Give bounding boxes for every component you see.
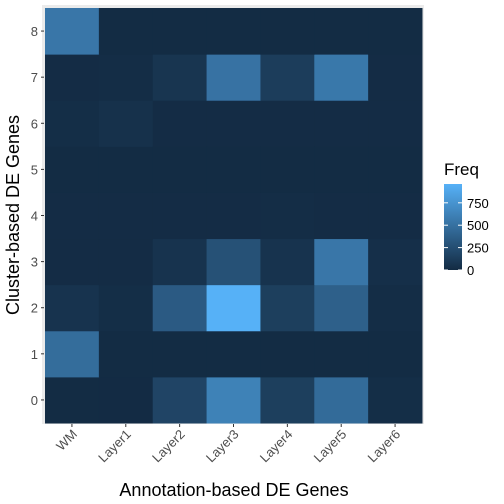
y-tick-label: 0 bbox=[31, 393, 38, 408]
heatmap-cell bbox=[368, 284, 423, 332]
heatmap-cell bbox=[152, 376, 208, 424]
y-tick-label: 4 bbox=[31, 209, 38, 224]
heatmap-cell bbox=[368, 146, 423, 193]
heatmap-cell bbox=[206, 100, 261, 147]
heatmap-cell bbox=[152, 54, 208, 101]
x-axis-title: Annotation-based DE Genes bbox=[119, 480, 348, 500]
heatmap-cell bbox=[206, 54, 261, 101]
y-tick-label: 1 bbox=[31, 347, 38, 362]
heatmap-cell bbox=[368, 8, 423, 55]
heatmap-cell bbox=[260, 8, 315, 55]
heatmap-cell bbox=[260, 192, 315, 240]
x-tick-label: Layer5 bbox=[311, 427, 350, 466]
heatmap-cells bbox=[45, 8, 423, 424]
y-tick-label: 2 bbox=[31, 301, 38, 316]
heatmap-cell bbox=[152, 192, 208, 240]
y-tick-label: 7 bbox=[31, 70, 38, 85]
x-tick-label: Layer2 bbox=[149, 427, 188, 466]
y-axis-title: Cluster-based DE Genes bbox=[3, 115, 23, 315]
heatmap-cell bbox=[368, 100, 423, 147]
legend-title: Freq bbox=[444, 160, 479, 179]
heatmap-cell bbox=[45, 284, 100, 332]
heatmap-cell bbox=[45, 100, 100, 147]
heatmap-cell bbox=[314, 100, 369, 147]
legend-tick-label: 500 bbox=[467, 218, 489, 233]
heatmap-cell bbox=[98, 238, 154, 286]
heatmap-cell bbox=[314, 146, 369, 193]
heatmap-cell bbox=[260, 100, 315, 147]
heatmap-cell bbox=[45, 330, 100, 378]
heatmap-cell bbox=[260, 146, 315, 193]
x-tick-label: Layer1 bbox=[95, 427, 134, 466]
heatmap-cell bbox=[206, 330, 261, 378]
heatmap-cell bbox=[98, 330, 154, 378]
heatmap-cell bbox=[314, 8, 369, 55]
heatmap-cell bbox=[314, 192, 369, 240]
heatmap-cell bbox=[260, 54, 315, 101]
heatmap-cell bbox=[98, 8, 154, 55]
heatmap-cell bbox=[206, 376, 261, 424]
heatmap-cell bbox=[206, 8, 261, 55]
y-tick-label: 6 bbox=[31, 116, 38, 131]
heatmap-cell bbox=[98, 284, 154, 332]
heatmap-cell bbox=[368, 54, 423, 101]
heatmap-cell bbox=[206, 192, 261, 240]
heatmap-cell bbox=[314, 54, 369, 101]
heatmap-cell bbox=[152, 284, 208, 332]
x-tick-label: Layer3 bbox=[203, 427, 242, 466]
legend-colorbar bbox=[444, 184, 462, 270]
heatmap-cell bbox=[314, 376, 369, 424]
heatmap-cell bbox=[45, 238, 100, 286]
x-tick-label: WM bbox=[53, 427, 80, 454]
y-tick-label: 8 bbox=[31, 24, 38, 39]
heatmap-cell bbox=[152, 8, 208, 55]
heatmap-cell bbox=[368, 376, 423, 424]
x-axis-ticks: WM Layer1 Layer2 Layer3 Layer4 Layer5 Layer6 bbox=[53, 424, 403, 465]
heatmap-cell bbox=[368, 192, 423, 240]
heatmap-cell bbox=[206, 284, 261, 332]
heatmap-cell bbox=[45, 146, 100, 193]
legend: Freq 0 250 500 750 bbox=[444, 160, 489, 278]
heatmap-cell bbox=[45, 8, 100, 55]
heatmap-cell bbox=[98, 192, 154, 240]
legend-tick-label: 0 bbox=[467, 263, 474, 278]
legend-tick-label: 750 bbox=[467, 196, 489, 211]
x-tick-label: Layer6 bbox=[364, 427, 403, 466]
heatmap-cell bbox=[98, 146, 154, 193]
y-axis-ticks: 0 1 2 3 4 5 6 7 8 bbox=[31, 24, 44, 408]
heatmap-cell bbox=[368, 330, 423, 378]
heatmap-cell bbox=[260, 238, 315, 286]
heatmap-cell bbox=[98, 376, 154, 424]
y-tick-label: 5 bbox=[31, 162, 38, 177]
y-tick-label: 3 bbox=[31, 255, 38, 270]
heatmap-cell bbox=[152, 330, 208, 378]
x-tick-label: Layer4 bbox=[257, 427, 296, 466]
heatmap-cell bbox=[45, 192, 100, 240]
heatmap-cell bbox=[206, 238, 261, 286]
heatmap-cell bbox=[260, 330, 315, 378]
heatmap-cell bbox=[314, 284, 369, 332]
heatmap-cell bbox=[152, 238, 208, 286]
heatmap-cell bbox=[98, 100, 154, 147]
heatmap-cell bbox=[152, 146, 208, 193]
heatmap-cell bbox=[314, 330, 369, 378]
heatmap-cell bbox=[260, 376, 315, 424]
heatmap-cell bbox=[152, 100, 208, 147]
heatmap-cell bbox=[206, 146, 261, 193]
heatmap-cell bbox=[45, 376, 100, 424]
heatmap-cell bbox=[314, 238, 369, 286]
legend-ticks: 0 250 500 750 bbox=[444, 196, 489, 278]
heatmap-cell bbox=[260, 284, 315, 332]
heatmap-cell bbox=[45, 54, 100, 101]
heatmap-cell bbox=[98, 54, 154, 101]
legend-tick-label: 250 bbox=[467, 241, 489, 256]
heatmap-cell bbox=[368, 238, 423, 286]
